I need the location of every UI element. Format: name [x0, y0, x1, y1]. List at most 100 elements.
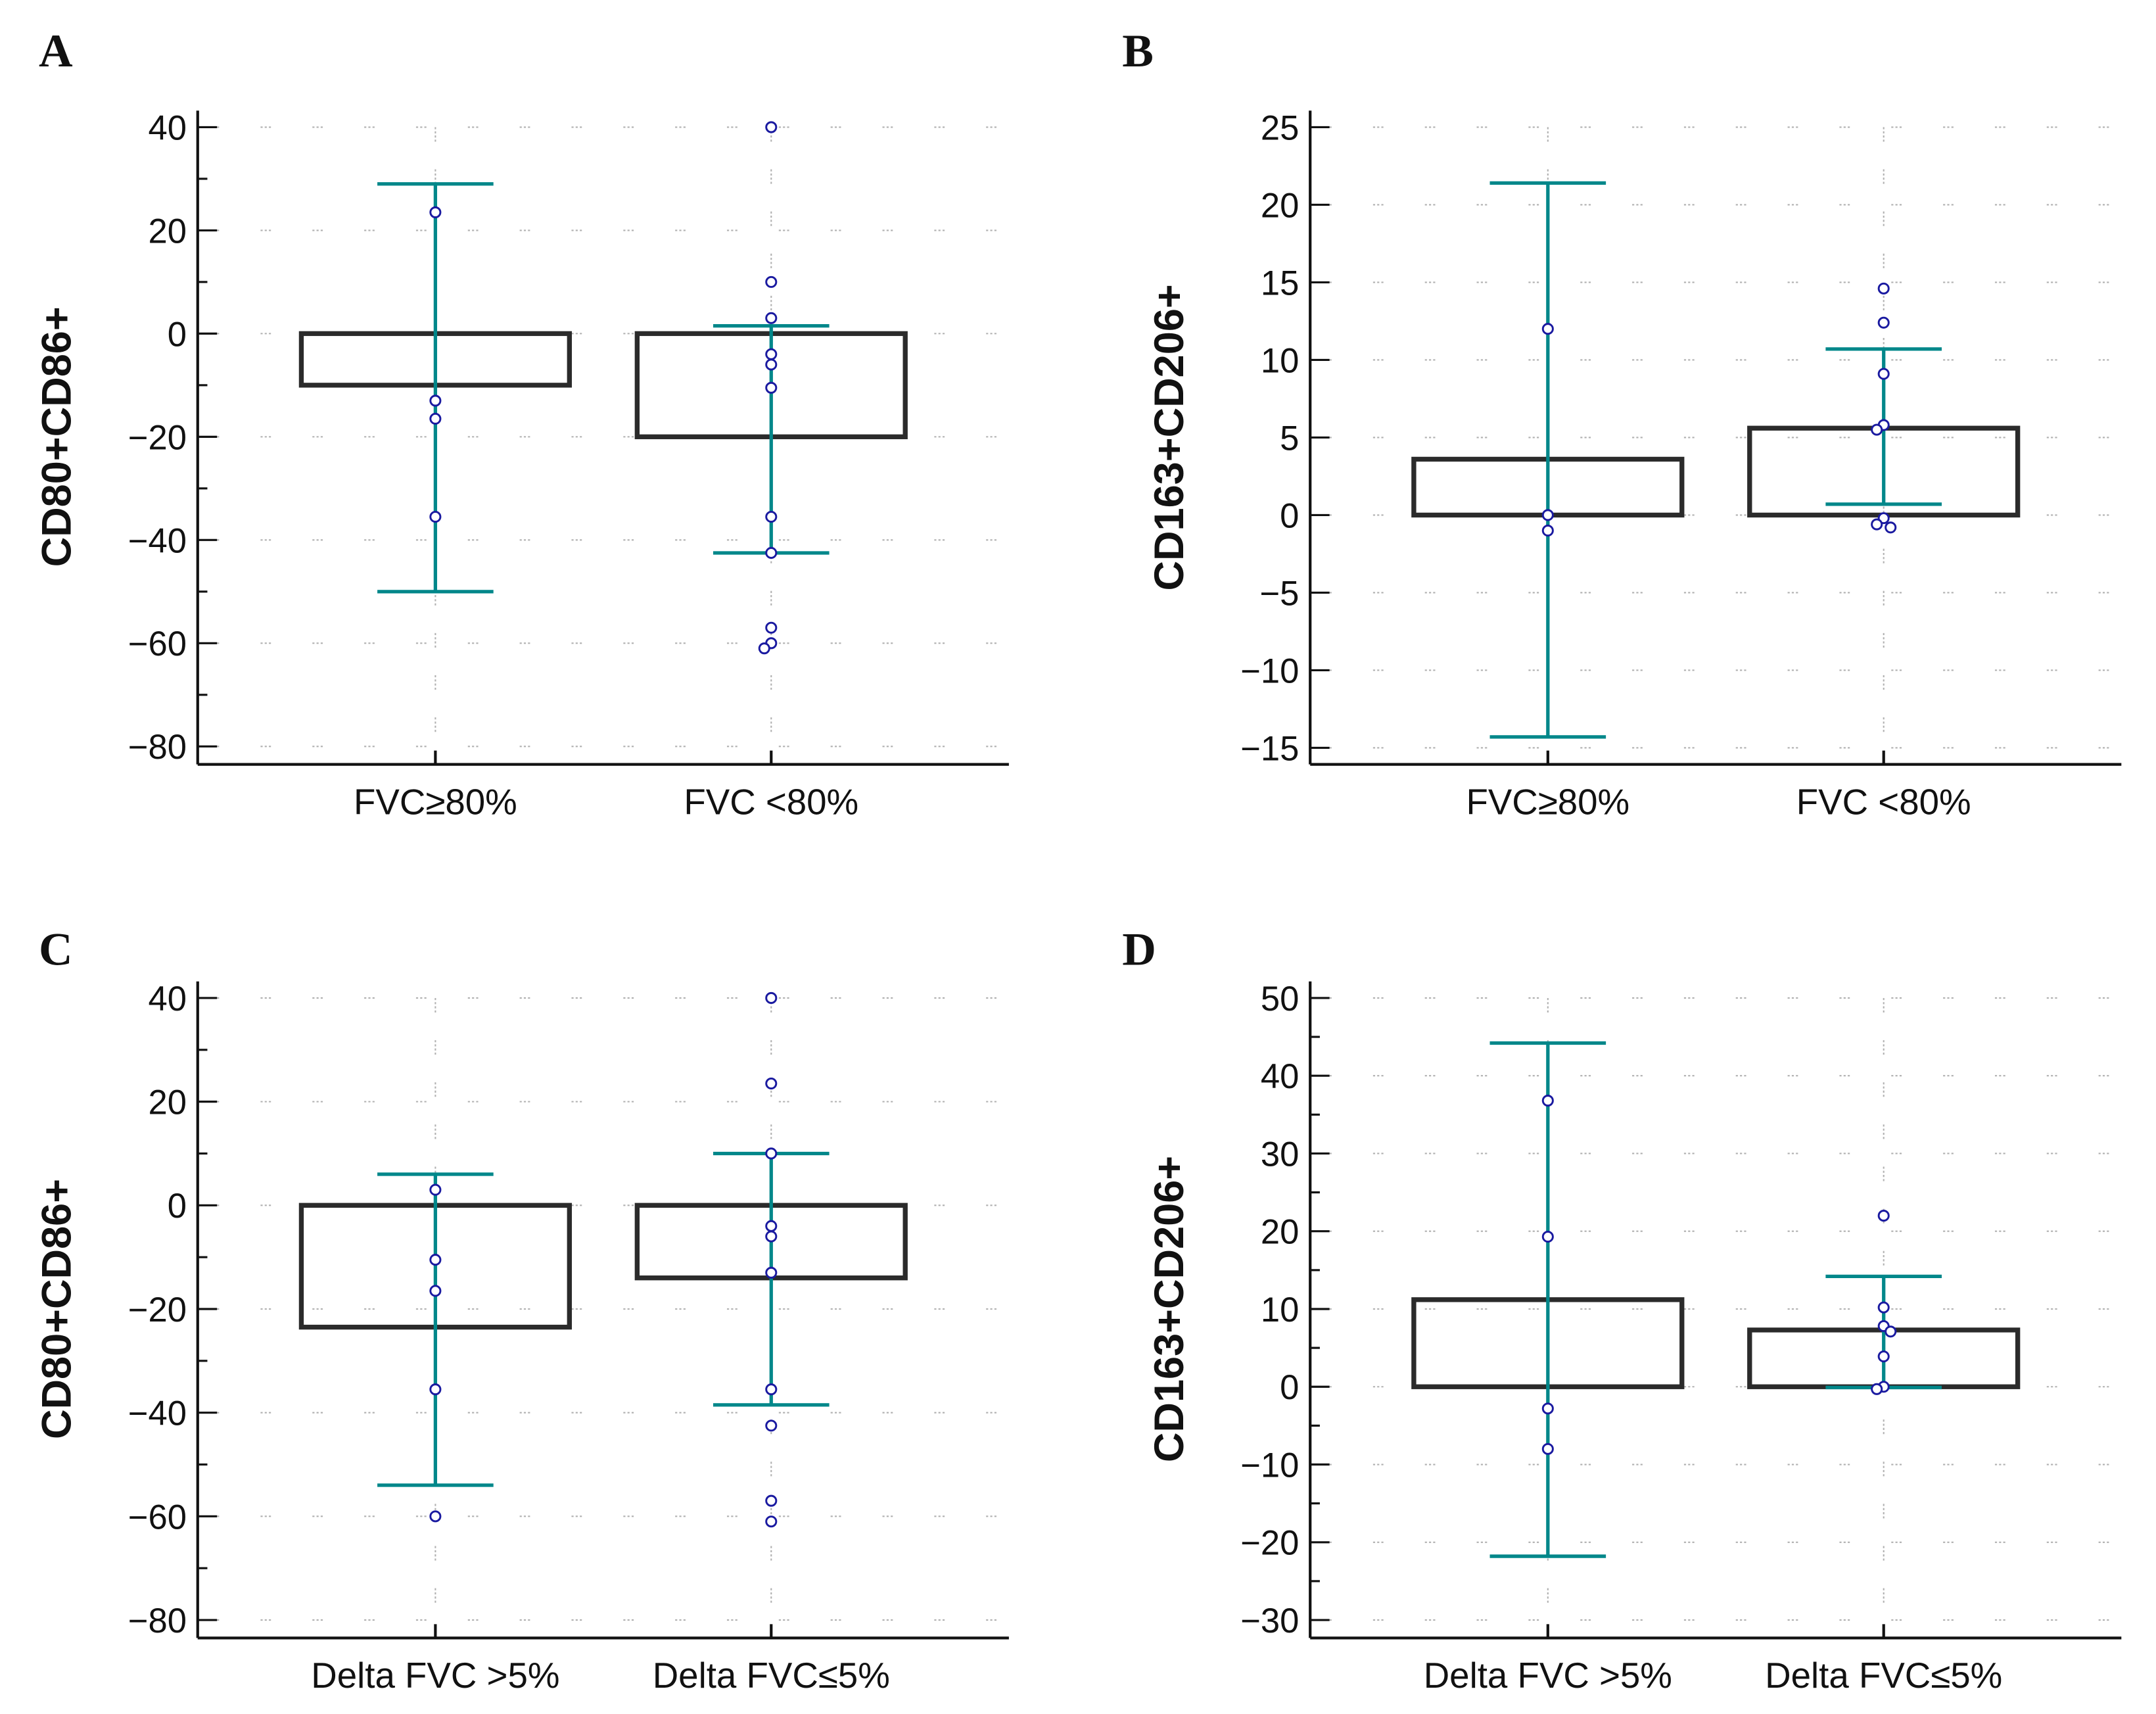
y-tick-label: 10	[1261, 1291, 1299, 1329]
y-tick-label: 15	[1261, 264, 1299, 302]
data-point	[429, 1183, 442, 1196]
y-tick-label: 0	[1280, 1368, 1299, 1407]
y-tick-label: −20	[128, 418, 187, 457]
data-point	[765, 991, 778, 1004]
category-label: FVC <80%	[1796, 782, 1971, 822]
data-point	[429, 206, 442, 218]
data-point	[1541, 524, 1554, 537]
data-point	[765, 1266, 778, 1279]
y-tick-label: 40	[148, 108, 186, 147]
y-tick-label: 20	[148, 212, 186, 250]
y-tick-label: −60	[128, 625, 187, 663]
y-tick-label: 20	[148, 1083, 186, 1122]
y-tick-label: −5	[1259, 574, 1299, 613]
data-point	[429, 412, 442, 425]
y-tick-label: 40	[148, 980, 186, 1018]
category-label: Delta FVC≤5%	[1765, 1655, 2002, 1696]
data-point	[1877, 1350, 1890, 1363]
data-point	[1871, 1383, 1883, 1395]
data-point	[429, 1254, 442, 1266]
data-point	[429, 510, 442, 523]
panel-b: B 25 20 15 10 5 0 −5 −10 −15 CD163+CD206+ FVC≥80% FV…	[1122, 25, 2122, 822]
panel-c: C 40 20 0 −20 −40 −60 −80 CD80+CD86+ Delta FVC >5…	[34, 923, 1009, 1696]
data-point	[765, 275, 778, 288]
data-point	[765, 1077, 778, 1090]
y-tick-label: −10	[1240, 652, 1299, 690]
data-point	[429, 1510, 442, 1523]
data-point	[429, 394, 442, 407]
y-tick-label: −30	[1240, 1602, 1299, 1640]
y-tick-label: −80	[128, 728, 187, 767]
y-tick-label: −60	[128, 1498, 187, 1536]
y-axis-label: CD80+CD86+	[34, 1179, 80, 1439]
category-label: FVC <80%	[684, 782, 858, 822]
data-point	[765, 1383, 778, 1396]
panel-letter: B	[1122, 25, 1154, 77]
category-label: Delta FVC >5%	[311, 1655, 559, 1696]
category-label: Delta FVC≤5%	[653, 1655, 890, 1696]
y-tick-label: 20	[1261, 186, 1299, 225]
data-point	[765, 621, 778, 634]
data-point	[765, 358, 778, 371]
y-tick-label: 30	[1261, 1135, 1299, 1174]
y-tick-label: −10	[1240, 1446, 1299, 1485]
y-tick-label: 20	[1261, 1213, 1299, 1252]
y-tick-label: 40	[1261, 1057, 1299, 1096]
data-point	[765, 348, 778, 360]
y-tick-label: 0	[168, 315, 187, 354]
y-tick-label: −40	[128, 1394, 187, 1433]
data-point	[1877, 282, 1890, 295]
y-tick-label: −20	[1240, 1524, 1299, 1563]
data-point	[765, 312, 778, 324]
data-point	[765, 546, 778, 559]
panel-letter: C	[39, 923, 73, 975]
y-tick-label: 50	[1261, 980, 1299, 1018]
data-point	[765, 1220, 778, 1232]
data-point	[1541, 509, 1554, 521]
y-axis-label: CD163+CD206+	[1146, 1156, 1192, 1462]
data-point	[765, 121, 778, 133]
data-point	[765, 1230, 778, 1243]
data-point	[765, 1515, 778, 1528]
data-point	[1871, 423, 1883, 436]
y-axis-label: CD163+CD206+	[1146, 284, 1192, 590]
y-axis-label: CD80+CD86+	[34, 306, 80, 567]
panel-letter: A	[39, 25, 73, 77]
data-point	[1541, 1442, 1554, 1455]
y-tick-label: −40	[128, 521, 187, 560]
data-point	[1877, 1210, 1890, 1222]
data-point	[758, 642, 770, 655]
y-tick-label: 0	[168, 1187, 187, 1226]
data-point	[1885, 1325, 1897, 1338]
panel-letter: D	[1122, 923, 1156, 975]
data-point	[1541, 1230, 1554, 1243]
category-label: FVC≥80%	[1466, 782, 1629, 822]
y-tick-label: 25	[1261, 108, 1299, 147]
data-point	[765, 510, 778, 523]
data-point	[1541, 1402, 1554, 1415]
y-tick-label: 10	[1261, 341, 1299, 380]
data-point	[1877, 316, 1890, 329]
y-tick-label: −15	[1240, 729, 1299, 768]
category-label: FVC≥80%	[354, 782, 517, 822]
category-label: Delta FVC >5%	[1424, 1655, 1672, 1696]
panel-d: D 50 40 30 20 10 0 −10 −20 −30 CD163+CD206+ Delta F…	[1122, 923, 2122, 1696]
data-point	[765, 1494, 778, 1507]
data-point	[765, 1147, 778, 1160]
data-point	[1877, 368, 1890, 380]
data-point	[1877, 1301, 1890, 1314]
panel-a: A 40 20 0 −20 −40 −60 −80 CD80+CD86+ FVC≥80% FVC <…	[34, 25, 1009, 822]
data-point	[1541, 323, 1554, 335]
y-tick-label: −20	[128, 1291, 187, 1329]
data-point	[1541, 1095, 1554, 1107]
y-tick-label: 0	[1280, 496, 1299, 535]
data-point	[429, 1285, 442, 1297]
y-tick-label: −80	[128, 1602, 187, 1640]
y-tick-label: 5	[1280, 419, 1299, 458]
data-point	[765, 1419, 778, 1432]
data-point	[429, 1383, 442, 1396]
data-point	[1871, 518, 1883, 531]
data-point	[765, 381, 778, 394]
data-point	[1885, 521, 1897, 534]
